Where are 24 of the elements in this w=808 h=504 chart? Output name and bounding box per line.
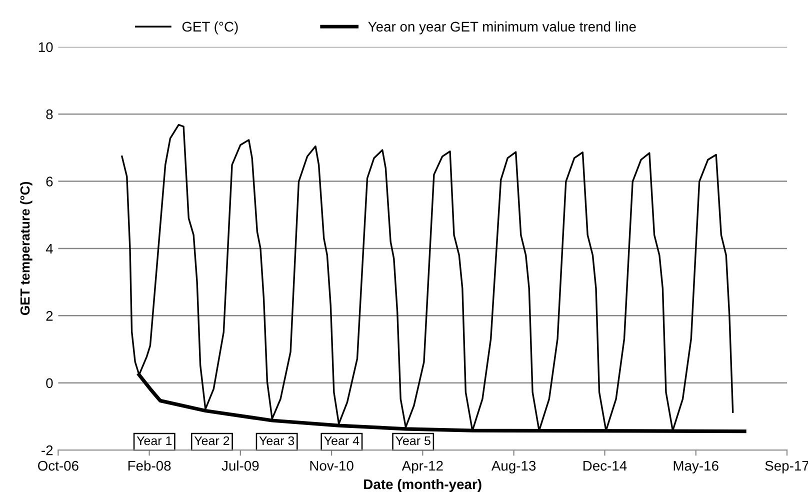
legend-label: GET (°C) [182, 21, 238, 34]
x-tick-label: Oct-06 [38, 460, 78, 471]
annotation: Year 4 [324, 436, 360, 446]
annotation: Year 3 [259, 436, 294, 446]
x-tick-label: Apr-12 [402, 460, 443, 474]
y-tick-label: 0 [46, 378, 53, 388]
y-tick-label: 2 [46, 311, 53, 321]
y-tick-label: 6 [46, 176, 53, 186]
y-tick-label: 10 [38, 42, 53, 52]
y-tick-label: -2 [42, 445, 53, 456]
y-tick-label: 4 [46, 244, 53, 254]
y-tick-label: 8 [46, 109, 53, 120]
x-tick-label: Dec-14 [583, 461, 627, 471]
x-tick-label: Jul-09 [222, 460, 259, 471]
annotation: Year 5 [396, 436, 430, 446]
y-axis-title: GET temperature (°C) [20, 182, 32, 316]
x-axis-title: Date (month-year) [364, 478, 482, 492]
annotation: Year 2 [194, 436, 230, 446]
annotation: Year 1 [136, 436, 172, 446]
x-tick-label: Aug-13 [491, 460, 536, 474]
x-tick-label: Nov-10 [310, 460, 354, 471]
legend-label: Year on year GET minimum value trend line [368, 21, 636, 34]
x-tick-label: May-16 [674, 460, 718, 474]
x-tick-label: Feb-08 [128, 460, 171, 471]
